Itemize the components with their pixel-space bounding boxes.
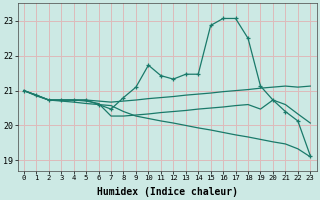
X-axis label: Humidex (Indice chaleur): Humidex (Indice chaleur) <box>97 186 237 197</box>
